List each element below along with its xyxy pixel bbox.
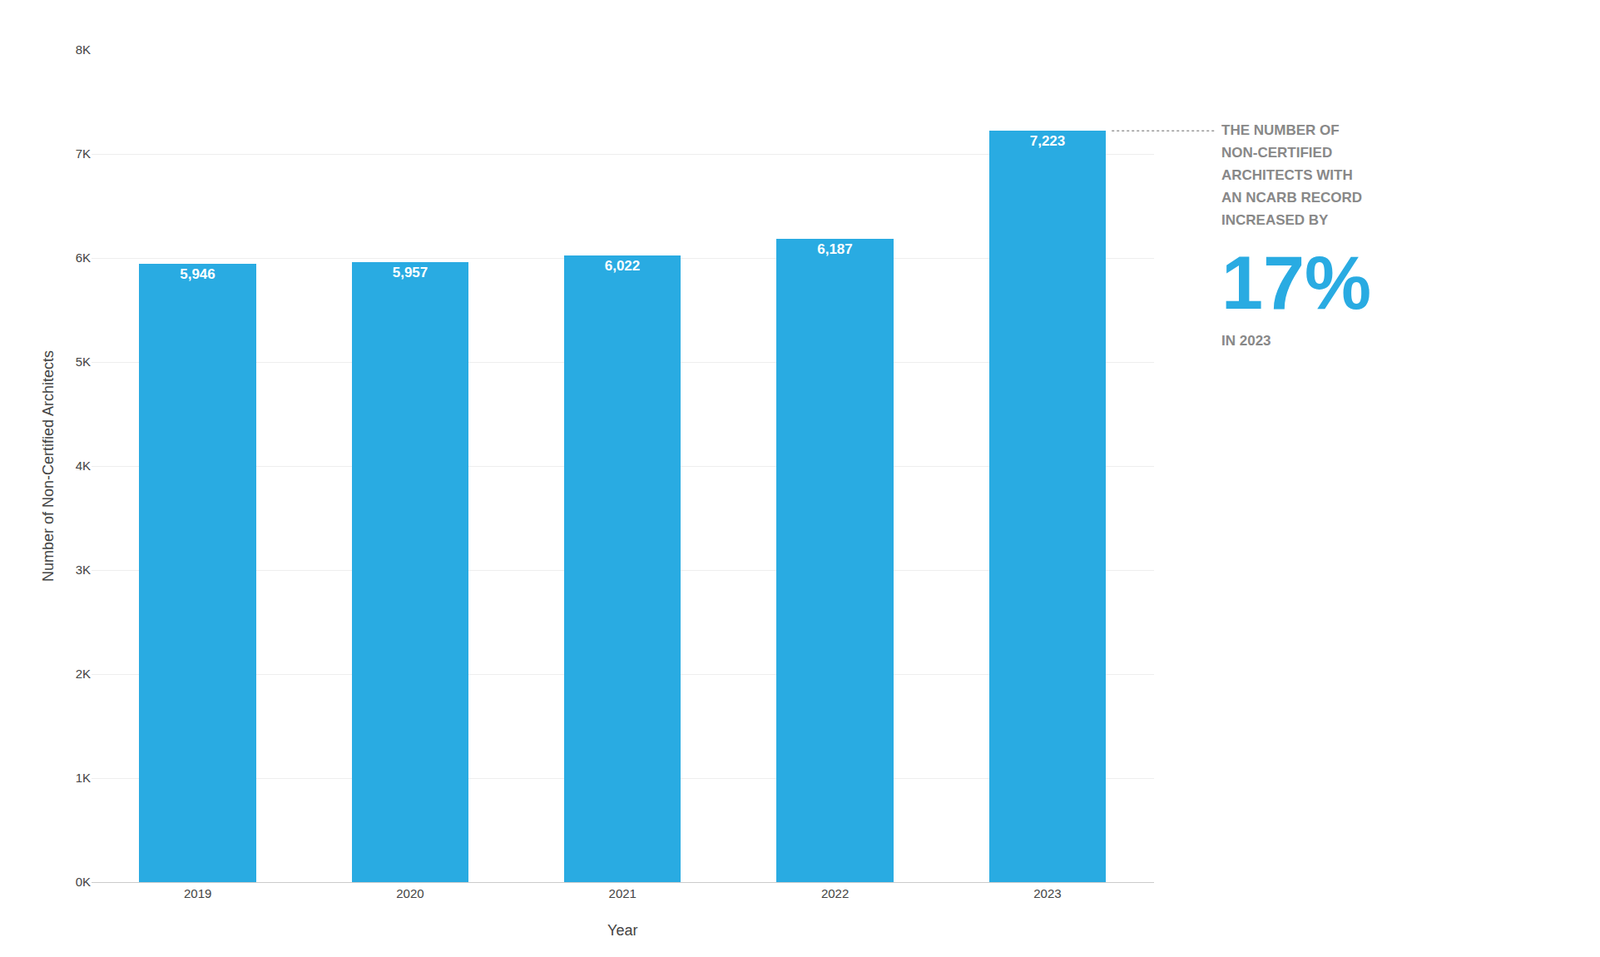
svg-text:2023: 2023 bbox=[1033, 886, 1061, 901]
svg-text:5K: 5K bbox=[75, 354, 91, 369]
svg-text:NON-CERTIFIED: NON-CERTIFIED bbox=[1221, 144, 1333, 161]
svg-text:1K: 1K bbox=[75, 770, 91, 785]
svg-text:5,946: 5,946 bbox=[179, 266, 216, 283]
svg-text:17%: 17% bbox=[1221, 241, 1372, 325]
svg-text:IN 2023: IN 2023 bbox=[1221, 332, 1272, 349]
svg-text:4K: 4K bbox=[75, 458, 91, 473]
svg-text:2021: 2021 bbox=[609, 886, 637, 901]
svg-text:INCREASED BY: INCREASED BY bbox=[1221, 212, 1329, 228]
svg-text:THE NUMBER OF: THE NUMBER OF bbox=[1221, 122, 1340, 139]
svg-text:3K: 3K bbox=[75, 562, 91, 577]
svg-text:8K: 8K bbox=[75, 42, 91, 57]
svg-text:Year: Year bbox=[607, 921, 638, 939]
svg-text:6,022: 6,022 bbox=[604, 257, 641, 274]
svg-text:AN NCARB RECORD: AN NCARB RECORD bbox=[1221, 189, 1363, 206]
svg-text:2022: 2022 bbox=[821, 886, 849, 901]
svg-text:Number of Non-Certified Archit: Number of Non-Certified Architects bbox=[39, 350, 57, 582]
svg-text:6,187: 6,187 bbox=[817, 241, 853, 258]
svg-text:6K: 6K bbox=[75, 250, 91, 265]
svg-text:2020: 2020 bbox=[396, 886, 424, 901]
svg-text:7,223: 7,223 bbox=[1030, 133, 1066, 149]
svg-text:2K: 2K bbox=[75, 666, 91, 681]
svg-text:5,957: 5,957 bbox=[392, 264, 429, 281]
svg-text:0K: 0K bbox=[75, 874, 91, 889]
svg-text:ARCHITECTS WITH: ARCHITECTS WITH bbox=[1221, 167, 1353, 184]
svg-text:7K: 7K bbox=[75, 146, 91, 161]
svg-text:2019: 2019 bbox=[183, 886, 212, 901]
